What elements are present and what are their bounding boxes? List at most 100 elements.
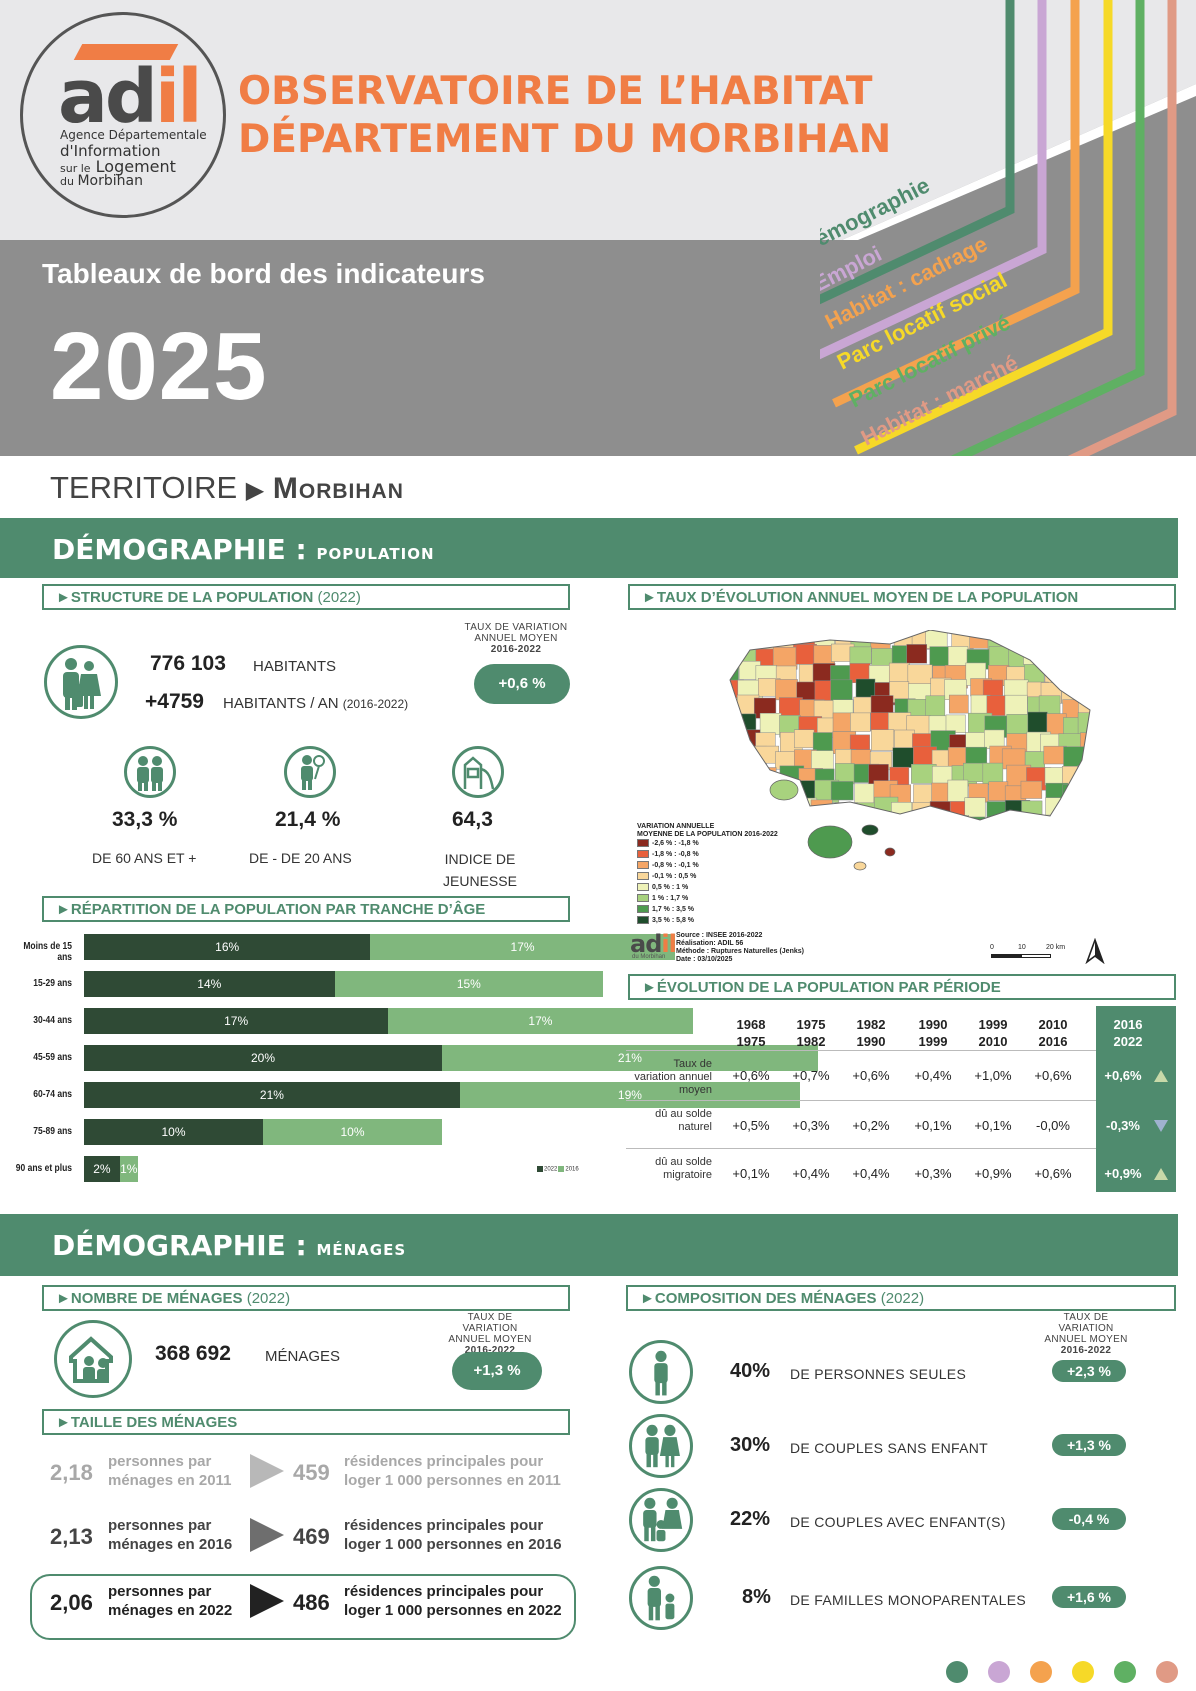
commune-area — [1083, 748, 1090, 767]
commune-area — [1077, 712, 1090, 735]
composition-label: DE PERSONNES SEULES — [790, 1366, 967, 1382]
persons-per-household-value: 2,13 — [50, 1524, 93, 1549]
commune-area — [830, 679, 853, 702]
period-header: 1999 2010 — [964, 1016, 1022, 1050]
bar-2016: 17% — [370, 934, 675, 960]
persons-per-household-label-2: ménages en 2011 — [108, 1472, 232, 1489]
theme-label-0: Démographie — [820, 172, 934, 258]
bar-2016: 1% — [119, 1156, 138, 1182]
persons-per-household-label-1: personnes par — [108, 1583, 212, 1600]
period-header: 1982 1990 — [842, 1016, 900, 1050]
logo-line-4: du Morbihan — [60, 173, 143, 189]
commune-area — [1044, 817, 1068, 820]
commune-area — [1064, 799, 1085, 820]
map-legend-item: 3,5 % : 5,8 % — [637, 916, 699, 927]
composition-percent: 8% — [742, 1586, 771, 1608]
households-rate-badge: +1,3 % — [452, 1352, 542, 1390]
section-households-title: DÉMOGRAPHIE : ménages — [52, 1229, 407, 1262]
table-value: -0,3% — [1106, 1118, 1140, 1133]
legend-label: 2022 — [544, 1166, 558, 1173]
legend-swatch — [637, 872, 649, 881]
map-legend-item: -2,6 % : -1,8 % — [637, 839, 699, 850]
composition-label: DE COUPLES SANS ENFANT — [790, 1440, 988, 1456]
commune-area — [830, 781, 854, 801]
legend-swatch — [637, 894, 649, 903]
composition-rate-badge: +1,6 % — [1052, 1586, 1126, 1608]
commune-area — [986, 695, 1008, 716]
commune-area — [730, 713, 741, 737]
commune-area — [1058, 661, 1081, 685]
table-value: +0,1% — [914, 1118, 952, 1133]
legend-range-label: 3,5 % : 5,8 % — [652, 917, 695, 924]
theme-dot — [946, 1661, 968, 1683]
legend-range-label: -0,8 % : -0,1 % — [652, 862, 699, 869]
commune-area — [888, 662, 910, 685]
period-start: 1982 — [856, 1017, 886, 1032]
commune-area — [774, 801, 798, 820]
scale-20: 20 km — [1046, 944, 1066, 951]
commune-area — [875, 818, 901, 820]
legend-swatch — [537, 1166, 543, 1172]
legend-range-label: 1 % : 1,7 % — [652, 895, 689, 902]
table-value: -0,0% — [1036, 1118, 1070, 1133]
table-value: +0,6% — [1104, 1068, 1142, 1083]
age-label: 45-59 ans — [33, 1052, 72, 1063]
age-label: Moins de 15 ans — [23, 941, 72, 963]
evolution-heading: ►ÉVOLUTION DE LA POPULATION PAR PÉRIODE — [628, 974, 1176, 1000]
row-divider — [626, 1148, 1096, 1149]
residences-label-1: résidences principales pour — [344, 1453, 544, 1470]
table-value: +0,7% — [792, 1068, 830, 1083]
island-area — [884, 847, 896, 857]
bar-2022: 20% — [84, 1045, 442, 1071]
commune-area — [906, 644, 928, 664]
commune-area — [730, 767, 745, 790]
commune-area — [964, 797, 986, 820]
growth-value: +4759 — [145, 690, 204, 713]
map-source: Source : INSEE 2016-2022 Réalisation: AD… — [676, 932, 804, 963]
household-size-highlight — [30, 1574, 576, 1640]
commune-area — [911, 802, 932, 820]
theme-stripe-1 — [820, 0, 1047, 360]
single-parent-icon — [629, 1566, 693, 1630]
commune-area — [739, 780, 760, 803]
bar-2016: 10% — [263, 1119, 442, 1145]
commune-area — [945, 714, 966, 733]
age-label: 90 ans et plus — [15, 1163, 73, 1174]
couple-with-children-icon — [629, 1488, 693, 1552]
residences-label-2: loger 1 000 personnes en 2011 — [344, 1472, 561, 1489]
trend-up-icon — [1154, 1070, 1168, 1082]
trend-up-icon — [1154, 1168, 1168, 1180]
table-value: +0,6% — [732, 1068, 770, 1083]
legend-swatch — [637, 850, 649, 859]
residences-value: 459 — [293, 1460, 330, 1485]
bar-2022: 16% — [84, 934, 371, 960]
population-change-map — [729, 630, 1091, 871]
bar-2022: 2% — [84, 1156, 120, 1182]
households-value: 368 692 — [155, 1342, 231, 1365]
department-outline — [729, 630, 1091, 821]
period-end: 1982 — [796, 1034, 826, 1049]
commune-area — [835, 802, 858, 820]
commune-area — [730, 748, 742, 772]
legend-swatch — [637, 905, 649, 914]
table-value: +0,6% — [852, 1068, 890, 1083]
table-value: +0,6% — [1034, 1166, 1072, 1181]
island-area — [807, 825, 853, 859]
composition-percent: 22% — [730, 1508, 771, 1530]
theme-stripe-5 — [1067, 0, 1177, 456]
commune-area — [810, 799, 833, 820]
couple-icon — [629, 1414, 693, 1478]
commune-area — [1041, 630, 1066, 650]
stat-youth-label: DE - DE 20 ANS — [249, 850, 352, 866]
stat-youth-value: 21,4 % — [275, 808, 341, 831]
persons-per-household-value: 2,18 — [50, 1460, 93, 1485]
commune-area — [1043, 745, 1067, 765]
commune-area — [1084, 663, 1090, 684]
household-size-heading: ►TAILLE DES MÉNAGES — [42, 1409, 570, 1435]
commune-area — [1078, 783, 1090, 808]
period-start: 1990 — [918, 1017, 948, 1032]
period-header: 1990 1999 — [904, 1016, 962, 1050]
period-header: 2016 2022 — [1096, 1016, 1160, 1050]
theme-dot — [1030, 1661, 1052, 1683]
